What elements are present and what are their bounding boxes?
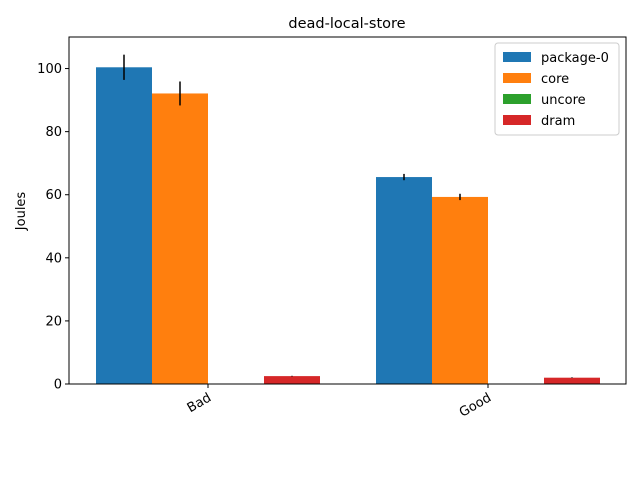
bar-package-0-good[interactable] [376,177,432,384]
y-tick-label: 100 [37,62,62,77]
bar-dram-good[interactable] [544,377,600,384]
legend-label-core: core [541,72,569,87]
y-tick-label: 40 [45,251,62,266]
legend-box [494,42,620,136]
legend-label-dram: dram [541,114,575,129]
bar-core-good[interactable] [432,196,488,384]
axes-frame [68,36,627,385]
legend: package-0 core uncore dram [494,42,620,136]
y-tick-label: 20 [45,314,62,329]
legend-swatch-dram [503,115,531,125]
legend-swatch-uncore [503,94,531,104]
y-tick-label: 60 [45,188,62,203]
chart-title: dead-local-store [288,16,405,32]
y-tick-label: 0 [54,378,62,393]
y-axis-label: Joules [14,192,29,232]
bar-package-0-bad[interactable] [96,67,152,385]
y-tick-label: 80 [45,125,62,140]
bar-dram-bad[interactable] [264,376,320,384]
legend-label-package-0: package-0 [541,51,609,66]
legend-label-uncore: uncore [541,93,586,108]
legend-swatch-core [503,73,531,83]
legend-swatch-package-0 [503,52,531,62]
bar-core-bad[interactable] [152,93,208,384]
